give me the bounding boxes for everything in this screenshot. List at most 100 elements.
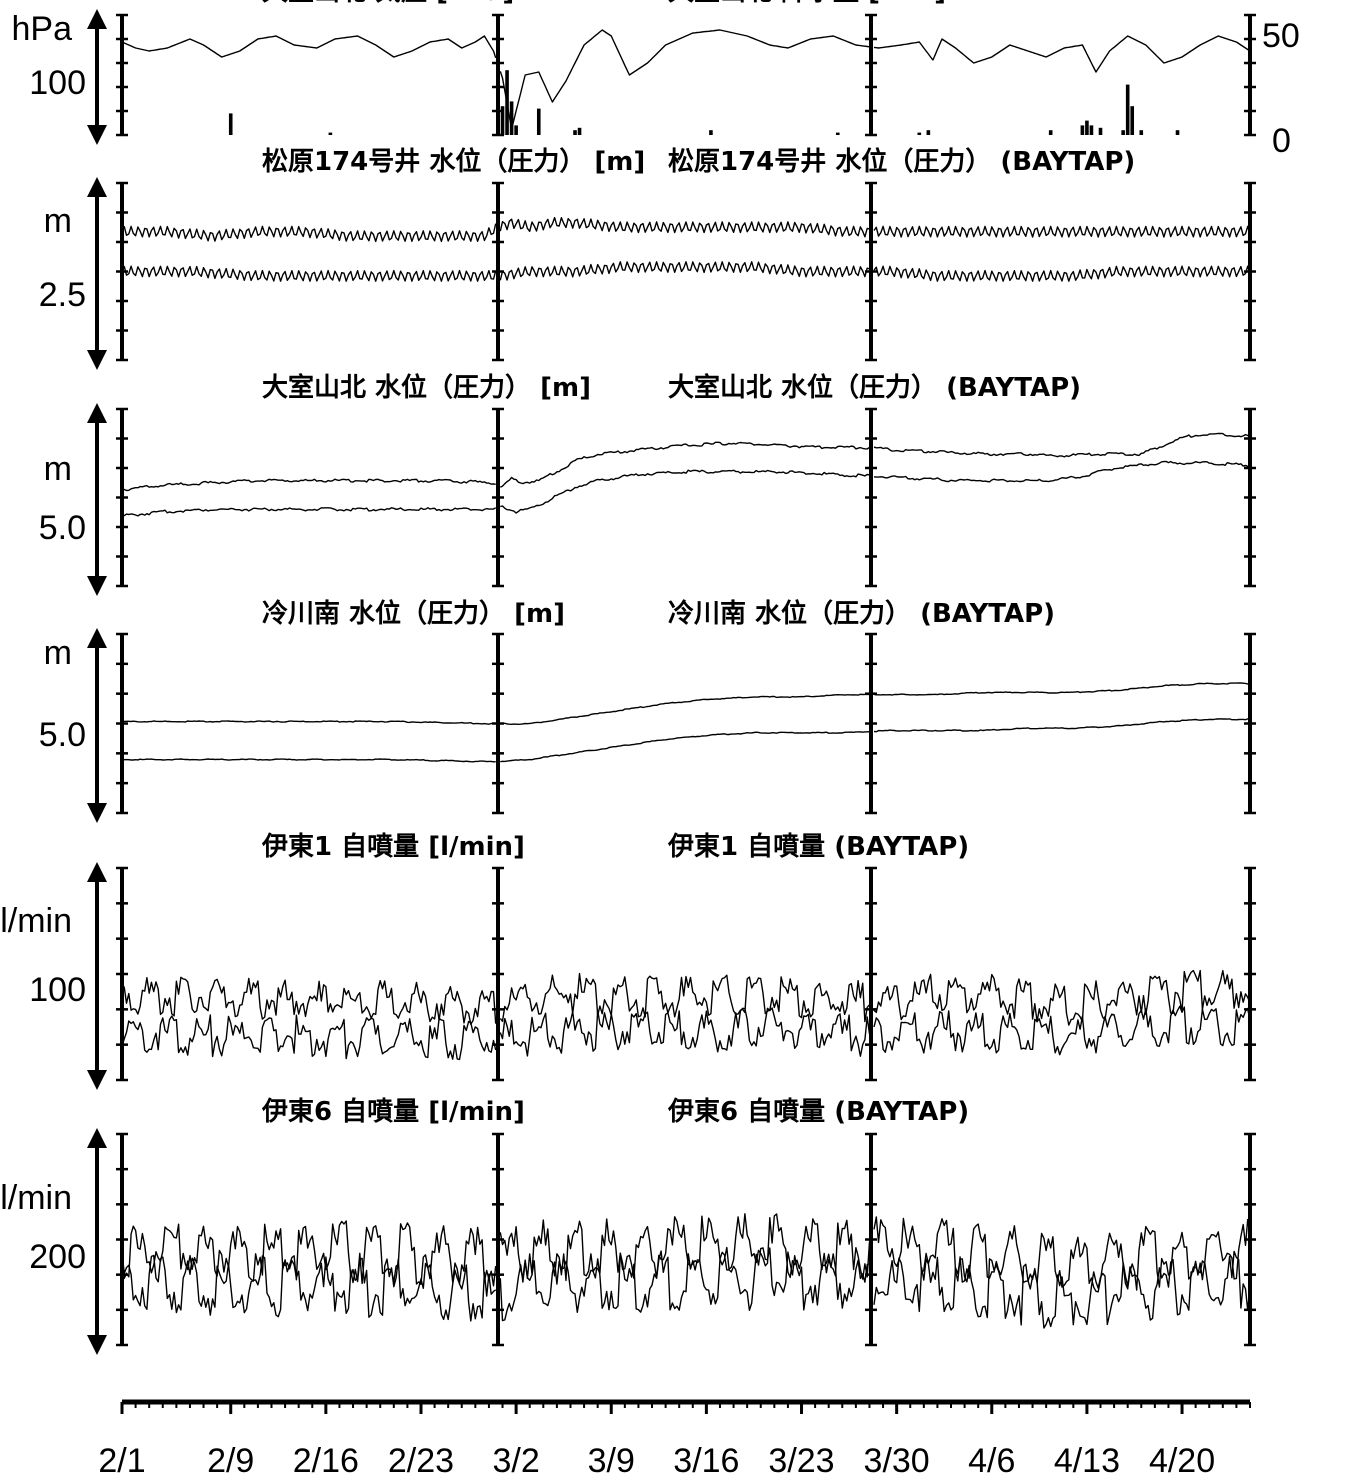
series-2-line — [873, 265, 1251, 282]
series-2-line — [121, 265, 497, 282]
series-2-line — [121, 507, 497, 517]
precipitation-bar — [1089, 125, 1094, 135]
series-1-line — [499, 1213, 871, 1282]
y-axis-unit-label: m — [44, 450, 72, 488]
series-2-line — [500, 469, 870, 514]
precipitation-bar — [1125, 84, 1130, 135]
precipitation-bar — [1139, 130, 1144, 135]
precipitation-bar — [509, 101, 514, 135]
panel-title-left: 大室山北 水位（圧力） [m] — [262, 372, 591, 403]
x-axis-tick-label: 4/20 — [1149, 1442, 1215, 1480]
precipitation-bar — [1098, 127, 1103, 135]
series-1-line — [873, 969, 1251, 1026]
panel-title-right: 伊東1 自噴量 (BAYTAP) — [667, 831, 969, 862]
y2-axis-tick-label: 0 — [1272, 122, 1291, 160]
series-1-line — [499, 441, 870, 488]
series-2-line — [499, 1247, 870, 1322]
x-axis-tick-label: 3/23 — [768, 1442, 834, 1480]
precipitation-bar — [1080, 125, 1085, 135]
panel-title-left: 冷川南 水位（圧力） [m] — [262, 598, 565, 629]
series-1-line — [499, 972, 871, 1023]
precipitation-bar — [1048, 130, 1053, 135]
series-1-line — [873, 225, 1251, 238]
panel-5: 伊東1 自噴量 [l/min] 伊東1 自噴量 (BAYTAP) l/min 100 — [0, 831, 1256, 1090]
series-1-line — [121, 1220, 497, 1287]
series-2-line — [121, 1253, 497, 1322]
precipitation-bar — [573, 130, 577, 135]
x-axis-tick-label: 3/9 — [588, 1442, 635, 1480]
x-axis-tick-label: 2/23 — [388, 1442, 454, 1480]
panel-title-left: 伊東1 自噴量 [l/min] — [261, 831, 525, 862]
panel-title-left: 大室山北 気圧 [hPa] — [262, 0, 514, 7]
series-2-line — [121, 1014, 497, 1061]
y-axis-unit-label: m — [44, 202, 72, 240]
precipitation-bar — [835, 132, 840, 135]
series-2-line — [873, 460, 1251, 483]
y2-axis-tick-label: 50 — [1262, 17, 1300, 55]
precipitation-bar — [1121, 130, 1125, 135]
x-axis-tick-label: 2/1 — [98, 1442, 145, 1480]
series-1-line — [121, 720, 496, 725]
precipitation-bar — [917, 132, 922, 135]
series-1-line — [873, 682, 1251, 696]
panel-title-right: 大室山北 降水量 [mm] — [668, 0, 946, 7]
x-axis-tick-label: 4/6 — [968, 1442, 1015, 1480]
series-2-line — [873, 718, 1250, 733]
series-1-line — [121, 35, 497, 59]
panel-title-right: 伊東6 自噴量 (BAYTAP) — [667, 1096, 969, 1127]
y-axis-tick-label: 100 — [29, 64, 86, 102]
precipitation-bar — [1130, 106, 1135, 135]
panel-title-right: 松原174号井 水位（圧力） (BAYTAP) — [668, 146, 1135, 177]
y-axis-tick-label: 100 — [29, 971, 86, 1009]
precipitation-bar — [1175, 130, 1180, 135]
x-axis-tick-label: 2/16 — [293, 1442, 359, 1480]
series-2-line — [499, 261, 870, 281]
series-1-line — [122, 478, 496, 492]
series-1-line — [873, 35, 1251, 73]
series-2-line — [500, 731, 870, 763]
x-axis-tick-label: 2/9 — [207, 1442, 254, 1480]
x-axis-tick-label: 3/30 — [864, 1442, 930, 1480]
precipitation-bar — [709, 130, 713, 135]
y-axis-unit-label: l/min — [0, 1179, 72, 1217]
precipitation-bar — [228, 113, 233, 135]
panel-2: 松原174号井 水位（圧力） [m] 松原174号井 水位（圧力） (BAYTAP… — [39, 146, 1256, 370]
panel-title-left: 松原174号井 水位（圧力） [m] — [262, 146, 645, 177]
y-axis-tick-label: 5.0 — [39, 716, 86, 754]
y-axis-tick-label: 200 — [29, 1238, 86, 1276]
panel-title-left: 伊東6 自噴量 [l/min] — [261, 1096, 525, 1127]
precipitation-bar — [926, 130, 931, 135]
x-axis-tick-label: 3/2 — [492, 1442, 539, 1480]
time-axis: 2/1 2/9 2/16 2/23 3/2 3/9 3/16 3/23 3/30 4/6 4/13 4… — [98, 1399, 1251, 1480]
precipitation-bar — [514, 125, 518, 135]
series-1-line — [121, 976, 497, 1026]
precipitation-bar — [505, 70, 509, 135]
series-2-line — [499, 1007, 871, 1057]
panel-1: 大室山北 気圧 [hPa] 大室山北 降水量 [mm] hPa 100 50 0 — [12, 0, 1300, 160]
y-axis-unit-label: hPa — [12, 10, 73, 48]
series-1-line — [499, 216, 870, 238]
precipitation-bar — [536, 108, 541, 135]
y-axis-unit-label: l/min — [0, 902, 72, 940]
series-1-line — [121, 223, 497, 243]
precipitation-bar — [1085, 120, 1089, 135]
y-axis-unit-label: m — [44, 634, 72, 672]
precipitation-bar — [500, 106, 505, 135]
panel-4: 冷川南 水位（圧力） [m] 冷川南 水位（圧力） (BAYTAP) m 5.0 — [39, 598, 1256, 823]
y-axis-tick-label: 2.5 — [39, 276, 86, 314]
series-2-line — [122, 758, 496, 763]
y-axis-tick-label: 5.0 — [39, 509, 86, 547]
panel-title-right: 冷川南 水位（圧力） (BAYTAP) — [668, 598, 1055, 629]
series-1-line — [500, 693, 870, 725]
panel-6: 伊東6 自噴量 [l/min] 伊東6 自噴量 (BAYTAP) l/min 200 — [0, 1096, 1256, 1355]
precipitation-bar — [577, 127, 582, 135]
series-2-line — [873, 1250, 1251, 1329]
panel-title-right: 大室山北 水位（圧力） (BAYTAP) — [668, 372, 1081, 403]
series-2-line — [873, 1005, 1251, 1056]
panel-3: 大室山北 水位（圧力） [m] 大室山北 水位（圧力） (BAYTAP) m 5.0 — [39, 372, 1256, 596]
series-1-line — [499, 29, 870, 130]
series-1-line — [873, 432, 1251, 458]
precipitation-bar — [328, 132, 333, 135]
x-axis-tick-label: 3/16 — [673, 1442, 739, 1480]
